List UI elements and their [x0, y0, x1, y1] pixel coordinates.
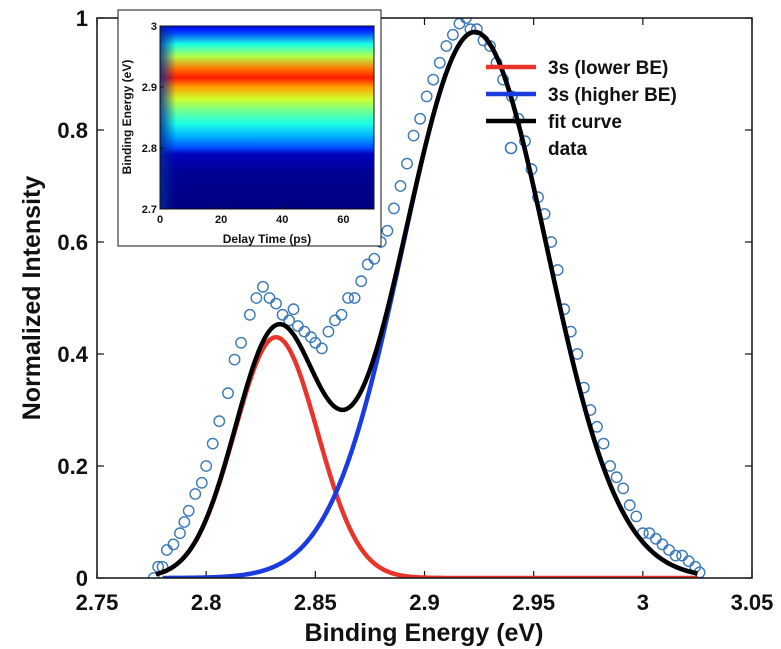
inset-y-label: Binding Energy (eV) — [120, 60, 134, 175]
data-point — [355, 275, 368, 288]
y-tick-label: 0.4 — [57, 342, 88, 367]
data-point — [597, 437, 610, 450]
legend-item: 3s (higher BE) — [486, 85, 677, 106]
inset-x-tick-label: 40 — [276, 214, 288, 226]
inset-heatmap: 0 20 40 60 2.7 2.8 2.9 3 Delay Time (ps) Bindin… — [117, 9, 382, 247]
data-point — [414, 112, 427, 125]
inset-axes-frame — [159, 25, 375, 210]
data-point — [270, 297, 282, 310]
heatmap-onset-shading — [160, 26, 176, 209]
data-point — [250, 292, 263, 304]
legend: 3s (lower BE) 3s (higher BE) fit curve data — [486, 58, 677, 160]
x-tick-label: 2.85 — [294, 590, 337, 615]
data-point — [200, 460, 213, 472]
data-point — [335, 308, 348, 321]
data-point — [222, 387, 234, 400]
data-point — [407, 129, 420, 142]
x-tick-label: 2.95 — [512, 590, 555, 615]
y-tick-label: 0.2 — [57, 454, 88, 479]
data-point — [257, 280, 269, 293]
data-point — [669, 549, 682, 562]
y-tick-label: 0 — [76, 566, 88, 591]
data-point — [174, 527, 186, 540]
legend-item: fit curve — [486, 112, 622, 133]
data-point — [195, 476, 208, 489]
data-point — [433, 56, 446, 69]
plot-frame — [96, 17, 753, 579]
legend-label: 3s (lower BE) — [548, 58, 668, 79]
x-tick-label: 2.8 — [191, 590, 222, 615]
legend-marker — [504, 141, 518, 155]
inset-x-tick-label: 20 — [215, 214, 227, 226]
series-layer — [147, 18, 706, 578]
data-point — [167, 538, 180, 551]
inset-x-tick-label: 0 — [157, 214, 163, 226]
data-point — [388, 202, 400, 215]
x-tick-label: 2.75 — [76, 590, 119, 615]
y-tick-label: 1 — [76, 6, 88, 31]
data-point — [401, 157, 413, 170]
y-axis: 0 0.2 0.4 0.6 0.8 1 — [57, 6, 752, 591]
inset-y-tick-label: 2.8 — [142, 143, 157, 155]
legend-label: fit curve — [548, 112, 622, 133]
data-point — [287, 303, 300, 316]
inset-axes-ticks: 0 20 40 60 2.7 2.8 2.9 3 — [142, 21, 350, 226]
data-point — [322, 325, 335, 338]
data-point — [368, 252, 381, 265]
data-point — [178, 516, 191, 528]
y-tick-label: 0.6 — [57, 230, 88, 255]
data-point — [235, 336, 248, 349]
data-point — [623, 499, 636, 512]
data-point — [394, 180, 407, 192]
y-axis-label: Normalized Intensity — [18, 176, 46, 421]
data-point — [460, 18, 472, 24]
data-point — [243, 308, 256, 321]
inset-y-tick-label: 3 — [151, 21, 157, 33]
data-point — [610, 471, 623, 484]
data-point — [182, 504, 195, 517]
data-point — [342, 292, 354, 304]
x-tick-label: 3 — [637, 590, 649, 615]
data-point — [315, 342, 328, 355]
data-point — [440, 40, 453, 52]
data-point — [213, 415, 226, 428]
data-point — [283, 314, 296, 327]
series-fit-curve-line — [155, 29, 698, 577]
data-point — [228, 353, 241, 366]
legend-label: 3s (higher BE) — [548, 85, 677, 106]
x-axis: 2.75 2.8 2.85 2.9 2.95 3 3.05 — [76, 18, 774, 615]
legend-item: 3s (lower BE) — [486, 58, 668, 79]
data-point — [617, 482, 630, 495]
data-point — [206, 437, 219, 450]
data-point — [189, 488, 202, 500]
legend-item: data — [504, 139, 588, 160]
x-axis-label: Binding Energy (eV) — [305, 619, 544, 647]
data-point — [381, 224, 394, 237]
y-tick-label: 0.8 — [57, 118, 88, 143]
data-point — [420, 90, 433, 103]
series-data — [147, 18, 706, 578]
inset-x-tick-label: 60 — [337, 214, 349, 226]
data-point — [348, 292, 361, 304]
data-point — [427, 73, 440, 86]
inset-x-label: Delay Time (ps) — [223, 232, 311, 246]
data-point — [446, 28, 459, 41]
x-tick-label: 3.05 — [731, 590, 774, 615]
data-point — [630, 510, 643, 523]
heatmap-image — [160, 26, 374, 209]
x-tick-label: 2.9 — [409, 590, 440, 615]
inset-y-tick-label: 2.7 — [142, 204, 157, 216]
inset-y-tick-label: 2.9 — [142, 82, 157, 94]
legend-label: data — [548, 139, 588, 160]
